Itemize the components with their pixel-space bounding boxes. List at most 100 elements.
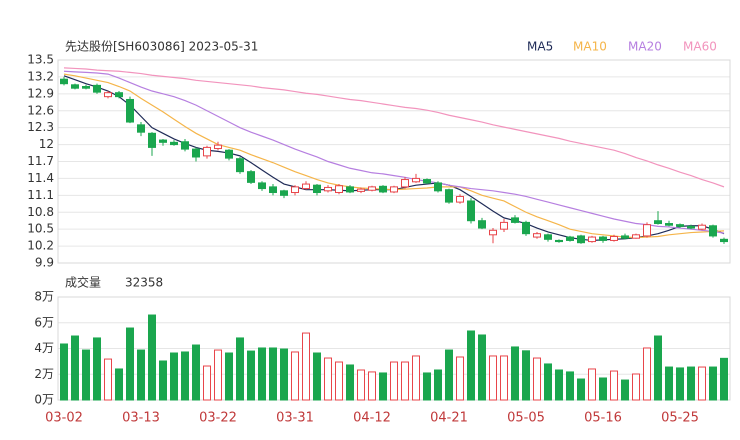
candle-body xyxy=(632,234,640,239)
volume-bar xyxy=(302,332,310,401)
candle-body xyxy=(214,144,222,150)
candle-body xyxy=(709,225,717,237)
candle-body xyxy=(687,225,695,229)
volume-bar xyxy=(687,366,695,401)
candle-body xyxy=(71,84,79,89)
candle-body xyxy=(577,235,585,244)
volume-bar xyxy=(478,334,486,401)
volume-bar xyxy=(522,350,530,401)
volume-bar xyxy=(170,352,178,401)
volume-bar xyxy=(192,344,200,401)
volume-bar xyxy=(346,364,354,401)
volume-bar xyxy=(709,366,717,401)
candle-body xyxy=(148,132,156,148)
volume-bar xyxy=(247,350,255,401)
y-tick-label: 12.3 xyxy=(27,120,54,134)
y-tick-label: 10.8 xyxy=(27,205,54,219)
y-tick-label: 9.9 xyxy=(35,256,54,270)
ma-line xyxy=(63,73,725,239)
y-tick-label: 0万 xyxy=(34,393,54,407)
candle-body xyxy=(170,141,178,146)
volume-bar xyxy=(82,349,90,401)
y-tick-label: 13.5 xyxy=(27,53,54,67)
candle-body xyxy=(467,200,475,222)
volume-bar xyxy=(225,352,233,401)
candle-body xyxy=(544,234,552,240)
volume-title: 成交量 xyxy=(65,275,101,290)
candle-body xyxy=(434,182,442,192)
candle-body xyxy=(225,149,233,159)
y-tick-label: 10.5 xyxy=(27,222,54,236)
volume-bar xyxy=(599,377,607,401)
volume-bar xyxy=(500,355,508,401)
volume-bar xyxy=(423,372,431,401)
volume-bar xyxy=(467,330,475,401)
candle-body xyxy=(236,158,244,173)
x-tick-label: 04-12 xyxy=(353,411,391,426)
volume-bar xyxy=(390,361,398,401)
candle-body xyxy=(500,221,508,230)
panel-frame xyxy=(57,59,731,264)
candle-body xyxy=(159,139,167,143)
volume-bar xyxy=(511,346,519,401)
x-tick-label: 03-31 xyxy=(276,411,314,426)
volume-bar xyxy=(291,351,299,401)
volume-bar xyxy=(269,347,277,401)
candle-body xyxy=(313,184,321,194)
volume-bar xyxy=(676,367,684,401)
legend-entry: MA5 xyxy=(527,40,553,54)
volume-bar xyxy=(654,335,662,401)
legend-entry: MA60 xyxy=(683,40,717,54)
y-tick-label: 11.4 xyxy=(27,171,54,185)
volume-latest: 32358 xyxy=(125,276,163,290)
ma-line xyxy=(63,67,725,188)
volume-bar xyxy=(544,363,552,401)
volume-bar xyxy=(555,369,563,401)
volume-bar xyxy=(610,370,618,401)
candle-body xyxy=(126,98,134,123)
volume-bar xyxy=(159,360,167,401)
volume-bar xyxy=(148,314,156,401)
volume-bar xyxy=(412,355,420,401)
candle-body xyxy=(698,224,706,230)
candle-body xyxy=(599,236,607,241)
x-tick-label: 04-21 xyxy=(430,411,468,426)
candle-body xyxy=(643,224,651,237)
volume-bar xyxy=(577,378,585,401)
candle-body xyxy=(511,217,519,223)
x-tick-label: 05-05 xyxy=(507,411,545,426)
candle-body xyxy=(346,186,354,193)
candle-body xyxy=(258,182,266,190)
y-tick-label: 11.1 xyxy=(27,188,54,202)
legend-entry: MA10 xyxy=(573,40,607,54)
volume-bar xyxy=(324,357,332,401)
volume-bar xyxy=(368,371,376,401)
volume-bar xyxy=(434,369,442,401)
candle-body xyxy=(115,92,123,98)
y-tick-label: 13.2 xyxy=(27,69,54,83)
y-tick-label: 10.2 xyxy=(27,239,54,253)
candle-body xyxy=(555,239,563,243)
volume-bar xyxy=(60,343,68,401)
candle-body xyxy=(610,235,618,241)
ma-line xyxy=(63,75,725,242)
candle-body xyxy=(324,186,332,192)
volume-bar xyxy=(280,348,288,401)
y-tick-label: 2万 xyxy=(34,367,54,381)
y-tick-label: 4万 xyxy=(34,341,54,355)
candle-body xyxy=(60,78,68,85)
volume-bar xyxy=(588,368,596,401)
volume-bar xyxy=(181,351,189,401)
volume-bar xyxy=(533,357,541,401)
volume-bar xyxy=(489,355,497,401)
candle-body xyxy=(181,141,189,150)
x-tick-label: 05-25 xyxy=(661,411,699,426)
volume-bar xyxy=(643,347,651,401)
volume-bar xyxy=(632,373,640,401)
candle-body xyxy=(489,229,497,236)
y-tick-label: 12.6 xyxy=(27,103,54,117)
volume-bar xyxy=(566,371,574,401)
volume-bar xyxy=(93,337,101,401)
candle-body xyxy=(390,186,398,193)
